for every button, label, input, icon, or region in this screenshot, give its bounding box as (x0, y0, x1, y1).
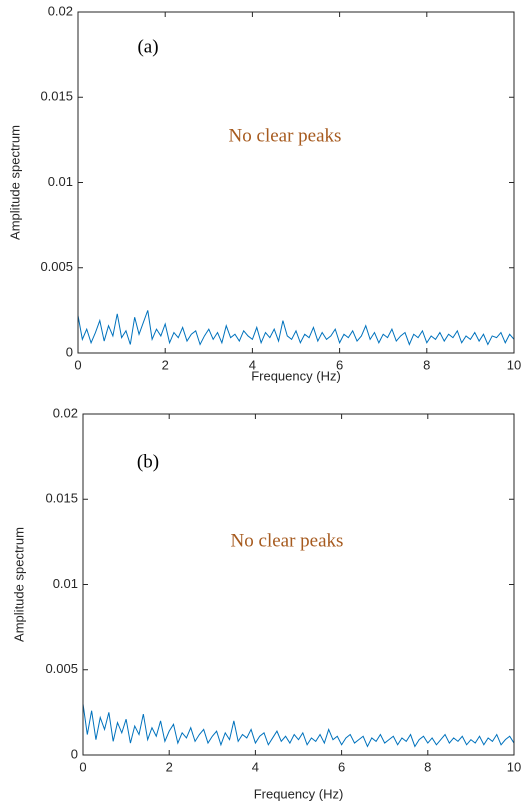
x-tick-label: 0 (74, 357, 81, 372)
y-tick-label: 0.02 (48, 3, 73, 18)
panel-label: (b) (137, 451, 159, 472)
y-tick-label: 0 (71, 746, 78, 761)
y-tick-label: 0.01 (48, 174, 73, 189)
x-axis-label: Frequency (Hz) (251, 368, 341, 383)
x-tick-label: 2 (162, 357, 169, 372)
y-tick-label: 0.005 (40, 259, 73, 274)
annotation: No clear peaks (231, 530, 344, 551)
x-tick-label: 4 (249, 357, 256, 372)
x-tick-label: 4 (252, 759, 259, 774)
x-tick-label: 2 (166, 759, 173, 774)
axes-box (77, 11, 515, 354)
spectrum-line (77, 310, 515, 346)
y-tick-label: 0.015 (40, 89, 73, 104)
x-tick-label: 0 (79, 759, 86, 774)
spectrum-line (82, 703, 515, 748)
y-axis-label: Amplitude spectrum (7, 125, 22, 240)
panel-label: (a) (137, 36, 158, 57)
x-tick-label: 8 (423, 357, 430, 372)
y-tick-label: 0 (66, 344, 73, 359)
y-tick-label: 0.01 (53, 576, 78, 591)
y-tick-label: 0.02 (53, 405, 78, 420)
x-axis-label: Frequency (Hz) (254, 786, 344, 801)
annotation: No clear peaks (229, 125, 342, 146)
x-tick-label: 10 (507, 759, 521, 774)
y-tick-label: 0.005 (45, 661, 78, 676)
y-axis-label: Amplitude spectrum (11, 527, 26, 642)
x-tick-label: 6 (338, 759, 345, 774)
x-tick-label: 10 (507, 357, 521, 372)
x-tick-label: 8 (424, 759, 431, 774)
y-tick-label: 0.015 (45, 491, 78, 506)
x-tick-label: 6 (336, 357, 343, 372)
